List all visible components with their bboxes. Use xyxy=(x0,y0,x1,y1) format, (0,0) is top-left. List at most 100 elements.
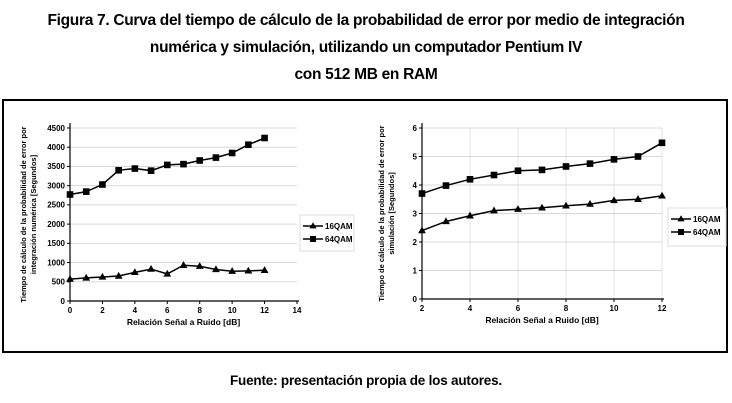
y-axis-title-line-2: integración numérica [Segundos] xyxy=(29,154,38,274)
x-tick-label: 2 xyxy=(100,306,105,315)
data-point-16QAM xyxy=(130,268,139,276)
x-axis-title: Relación Señal a Ruido [dB] xyxy=(127,317,241,327)
y-tick-label: 3000 xyxy=(47,181,65,190)
chart-simulacion: 0 1 2 3 4 5 6 2 4 6 8 10 12 Relación Señal a Ruido [d… xyxy=(364,101,730,356)
data-point-64QAM xyxy=(82,188,90,195)
data-point-64QAM xyxy=(115,166,122,174)
y-tick-label: 4 xyxy=(413,181,418,190)
data-point-64QAM xyxy=(131,165,139,172)
data-point-64QAM xyxy=(466,176,474,183)
data-point-16QAM xyxy=(466,211,474,219)
x-tick-label: 8 xyxy=(197,306,202,315)
y-axis-title-line-1: Tiempo de cálculo de la probabilidad de … xyxy=(19,126,28,302)
y-axis-title-group: Tiempo de cálculo de la probabilidad de … xyxy=(377,125,396,301)
data-point-16QAM xyxy=(418,226,426,234)
data-point-16QAM xyxy=(490,206,498,214)
y-tick-label: 4000 xyxy=(47,143,65,152)
data-point-16QAM xyxy=(260,266,269,273)
chart-integracion-numerica: 0 500 1000 1500 2000 2500 3000 3500 4000 4500 0 2 4 6… xyxy=(4,101,364,356)
legend-marker-16QAM xyxy=(677,215,685,222)
figure-title-line-3: con 512 MB en RAM xyxy=(294,66,438,83)
data-point-64QAM xyxy=(66,191,74,198)
data-point-16QAM xyxy=(634,195,642,202)
x-tick-label: 14 xyxy=(293,306,302,315)
y-tick-label: 3500 xyxy=(47,162,65,171)
data-point-64QAM xyxy=(245,141,252,149)
data-point-64QAM xyxy=(163,161,171,169)
data-point-64QAM xyxy=(196,157,204,164)
data-point-16QAM xyxy=(228,267,237,274)
legend-box xyxy=(299,214,355,252)
y-tick-label: 5 xyxy=(413,152,418,161)
y-tick-label: 2500 xyxy=(47,201,65,210)
y-tick-label: 2000 xyxy=(47,220,65,229)
y-tick-label: 6 xyxy=(413,124,418,133)
legend-marker-64QAM xyxy=(678,229,684,235)
data-point-64QAM xyxy=(538,166,546,174)
x-tick-label: 10 xyxy=(610,304,619,313)
figure-box: 0 500 1000 1500 2000 2500 3000 3500 4000 4500 0 2 4 6… xyxy=(2,99,728,353)
data-point-16QAM xyxy=(514,205,522,212)
data-point-16QAM xyxy=(195,262,204,269)
chart-integracion-numerica-canvas: 0 500 1000 1500 2000 2500 3000 3500 4000 4500 0 2 4 6… xyxy=(19,123,355,327)
x-tick-label: 4 xyxy=(468,304,473,313)
data-point-16QAM xyxy=(82,273,91,281)
y-tick-label: 4500 xyxy=(47,124,65,133)
data-point-64QAM xyxy=(634,153,642,160)
data-point-16QAM xyxy=(586,199,594,207)
legend-label-16QAM: 16QAM xyxy=(693,215,721,224)
legend-marker-64QAM xyxy=(310,236,316,242)
y-tick-label: 2 xyxy=(413,238,418,247)
legend-label-64QAM: 64QAM xyxy=(693,228,721,237)
figure-title-line-2: numérica y simulación, utilizando un com… xyxy=(149,39,583,56)
data-point-64QAM xyxy=(586,160,594,167)
y-tick-label: 500 xyxy=(52,278,66,287)
data-point-64QAM xyxy=(442,182,450,189)
data-point-64QAM xyxy=(180,160,187,168)
x-tick-label: 0 xyxy=(68,306,73,315)
x-tick-label: 6 xyxy=(516,304,521,313)
legend-box xyxy=(667,207,727,247)
y-tick-label: 0 xyxy=(413,295,418,304)
data-point-64QAM xyxy=(490,171,498,179)
legend-label-16QAM: 16QAM xyxy=(325,222,353,231)
data-point-16QAM xyxy=(658,191,666,199)
y-tick-label: 1 xyxy=(413,266,418,275)
data-point-64QAM xyxy=(147,167,155,174)
data-point-16QAM xyxy=(114,271,123,279)
x-axis-title: Relación Señal a Ruido [dB] xyxy=(485,315,599,325)
y-tick-label: 1500 xyxy=(47,239,65,248)
data-point-16QAM xyxy=(163,269,172,277)
data-point-16QAM xyxy=(66,274,74,282)
source-caption: Fuente: presentación propia de los autor… xyxy=(230,373,502,388)
data-point-16QAM xyxy=(212,265,220,273)
x-tick-label: 12 xyxy=(260,306,269,315)
data-point-16QAM xyxy=(179,261,188,268)
data-point-16QAM xyxy=(147,264,155,272)
data-point-16QAM xyxy=(538,203,546,211)
x-tick-label: 6 xyxy=(165,306,170,315)
data-point-64QAM xyxy=(658,139,666,147)
data-point-16QAM xyxy=(562,201,570,209)
data-point-16QAM xyxy=(610,196,618,204)
data-point-16QAM xyxy=(98,272,107,280)
data-point-64QAM xyxy=(610,156,618,163)
y-tick-label: 0 xyxy=(61,297,66,306)
figure-title-line-1: Figura 7. Curva del tiempo de cálculo de… xyxy=(47,12,685,29)
x-tick-label: 10 xyxy=(228,306,237,315)
y-axis-title-line-1: Tiempo de cálculo de la probabilidad de … xyxy=(377,125,386,301)
legend-marker-16QAM xyxy=(309,222,317,229)
legend-label-64QAM: 64QAM xyxy=(325,235,353,244)
data-point-16QAM xyxy=(442,217,450,225)
x-tick-label: 2 xyxy=(420,304,425,313)
y-tick-label: 3 xyxy=(413,209,418,218)
data-point-64QAM xyxy=(261,134,268,142)
y-axis-title-line-2: simulación [Segundos] xyxy=(387,172,396,255)
data-point-64QAM xyxy=(212,154,220,161)
y-tick-label: 1000 xyxy=(47,258,65,267)
data-point-16QAM xyxy=(244,266,253,274)
x-tick-label: 4 xyxy=(133,306,138,315)
data-point-64QAM xyxy=(99,181,106,188)
